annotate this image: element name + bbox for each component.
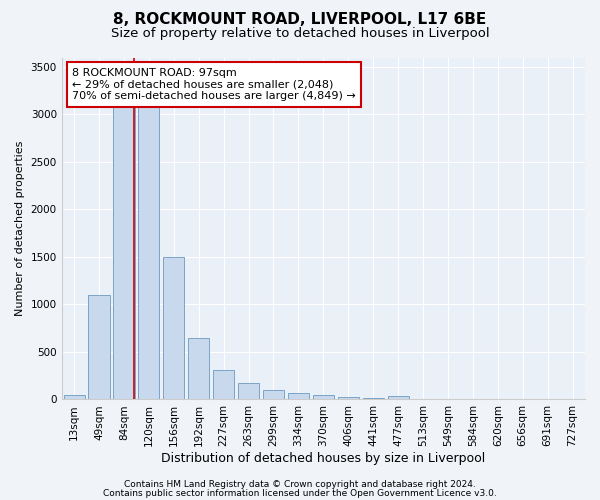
Bar: [288, 394, 309, 400]
Y-axis label: Number of detached properties: Number of detached properties: [15, 141, 25, 316]
Text: 8, ROCKMOUNT ROAD, LIVERPOOL, L17 6BE: 8, ROCKMOUNT ROAD, LIVERPOOL, L17 6BE: [113, 12, 487, 28]
Bar: [113, 72, 134, 400]
Bar: [88, 295, 110, 400]
Text: Contains HM Land Registry data © Crown copyright and database right 2024.: Contains HM Land Registry data © Crown c…: [124, 480, 476, 489]
Text: 8 ROCKMOUNT ROAD: 97sqm
← 29% of detached houses are smaller (2,048)
70% of semi: 8 ROCKMOUNT ROAD: 97sqm ← 29% of detache…: [72, 68, 356, 101]
Bar: [238, 383, 259, 400]
Bar: [338, 397, 359, 400]
Bar: [362, 398, 384, 400]
Text: Contains public sector information licensed under the Open Government Licence v3: Contains public sector information licen…: [103, 488, 497, 498]
Text: Size of property relative to detached houses in Liverpool: Size of property relative to detached ho…: [110, 28, 490, 40]
Bar: [138, 96, 160, 400]
Bar: [64, 394, 85, 400]
Bar: [213, 370, 234, 400]
Bar: [388, 396, 409, 400]
X-axis label: Distribution of detached houses by size in Liverpool: Distribution of detached houses by size …: [161, 452, 485, 465]
Bar: [163, 257, 184, 400]
Bar: [313, 395, 334, 400]
Bar: [188, 338, 209, 400]
Bar: [263, 390, 284, 400]
